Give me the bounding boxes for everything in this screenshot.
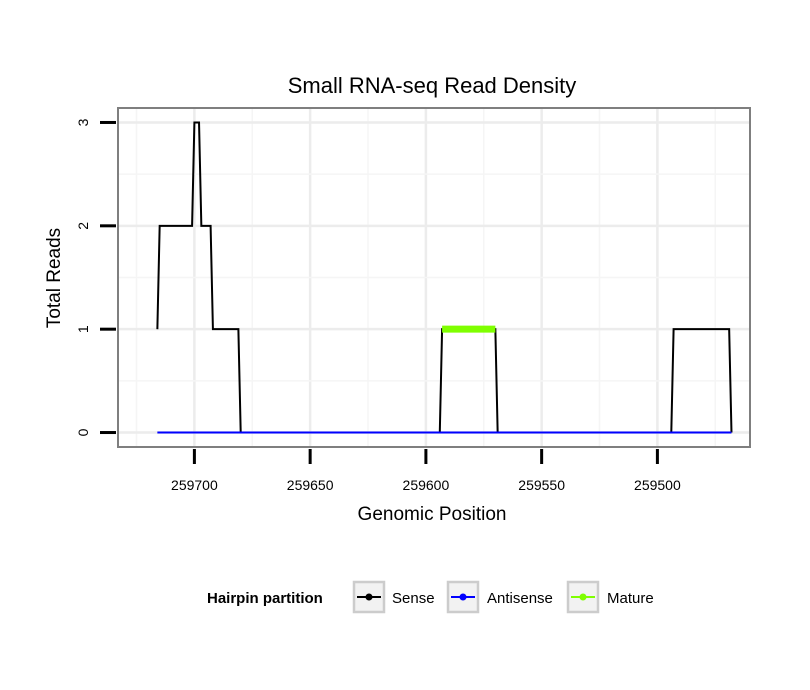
legend-label-antisense: Antisense — [487, 590, 553, 607]
x-tick-label-3: 259550 — [518, 477, 565, 493]
legend-label-mature: Mature — [607, 590, 654, 607]
legend-dot-mature — [579, 593, 587, 601]
x-tick-label-1: 259650 — [287, 477, 334, 493]
legend-item-mature: Mature — [566, 580, 654, 614]
chart-title: Small RNA-seq Read Density — [288, 73, 577, 98]
legend-item-antisense: Antisense — [446, 580, 553, 614]
legend: Hairpin partition Sense Antisense Mature — [207, 580, 654, 614]
y-tick-label-3: 3 — [75, 118, 91, 126]
x-tick-label-2: 259600 — [403, 477, 450, 493]
x-tick-label-4: 259500 — [634, 477, 681, 493]
plot-border — [117, 107, 751, 448]
y-axis-label: Total Reads — [44, 228, 65, 328]
legend-title: Hairpin partition — [207, 590, 323, 607]
y-tick-label-2: 2 — [75, 222, 91, 230]
y-tick-label-1: 1 — [75, 325, 91, 333]
x-axis: 259700 259650 259600 259550 259500 — [171, 449, 681, 493]
y-axis: 0 1 2 3 — [75, 118, 116, 436]
legend-label-sense: Sense — [392, 590, 435, 607]
legend-dot-antisense — [459, 593, 467, 601]
y-tick-label-0: 0 — [75, 428, 91, 436]
x-axis-label: Genomic Position — [358, 504, 507, 525]
series-layer — [156, 121, 733, 434]
x-tick-label-0: 259700 — [171, 477, 218, 493]
series-line-sense — [156, 121, 733, 434]
legend-item-sense: Sense — [352, 580, 435, 614]
legend-dot-sense — [365, 593, 373, 601]
